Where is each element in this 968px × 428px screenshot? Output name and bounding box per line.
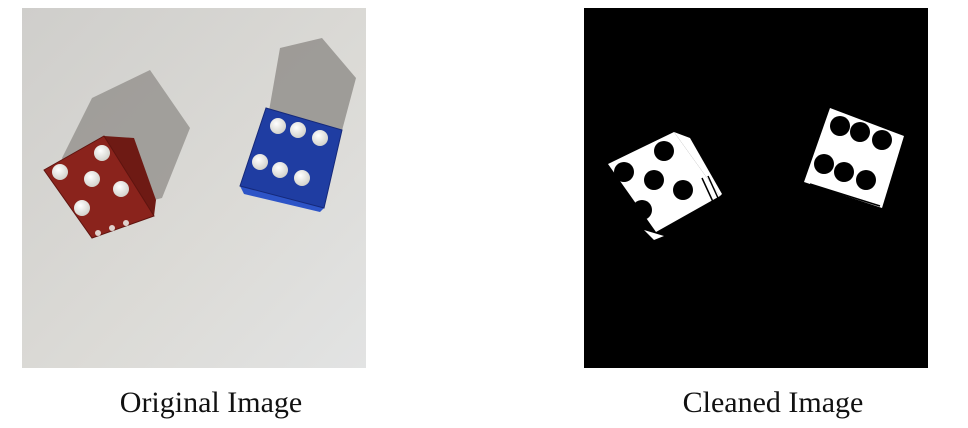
cleaned-right-die [804,108,904,208]
blue-die-pips [252,118,328,186]
original-image-caption: Original Image [119,386,303,419]
original-image [22,8,366,368]
original-image-panel [22,8,366,368]
blue-die-shadow [266,38,356,138]
cleaned-right-die-pips [814,116,892,190]
cleaned-left-die [608,132,722,240]
blue-die [239,107,343,212]
cleaned-image-caption: Cleaned Image [682,386,864,419]
red-die-pips [52,145,129,216]
cleaned-image [584,8,928,368]
cleaned-image-panel [584,8,928,368]
cleaned-left-die-pips [614,141,693,220]
red-die [43,135,156,239]
